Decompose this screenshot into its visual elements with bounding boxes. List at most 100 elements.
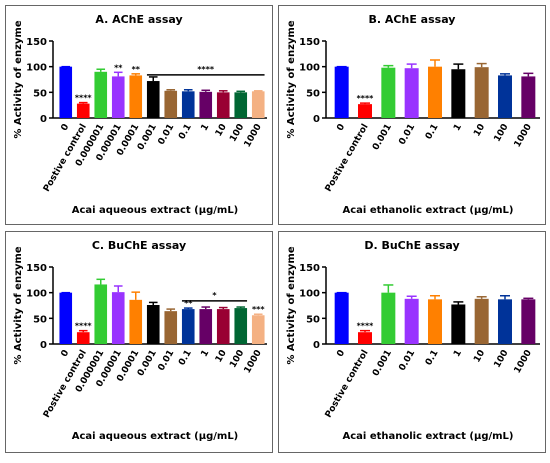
x-tick-label: 10 [472, 349, 487, 365]
chart-title: B. AChE assay [369, 13, 456, 26]
x-tick-label: 100 [493, 123, 511, 144]
chart-title: D. BuChE assay [364, 239, 459, 252]
panel-frame [278, 5, 546, 225]
significance-label: ** [114, 63, 123, 72]
significance-label: **** [357, 94, 375, 103]
x-tick-label: 10 [472, 123, 487, 139]
x-tick-label: 0.1 [424, 123, 441, 142]
bar [381, 67, 396, 118]
y-axis-label: % Activity of enzyme [286, 20, 297, 138]
x-tick-label: 0.1 [177, 123, 194, 142]
bar [428, 299, 442, 344]
bar [181, 309, 195, 344]
x-tick-label: 1 [452, 349, 464, 359]
x-tick-label: 100 [493, 349, 511, 370]
bar [451, 69, 466, 118]
x-tick-label: 1000 [513, 123, 534, 150]
bar [428, 66, 442, 118]
y-tick-label: 50 [306, 88, 320, 99]
y-tick-label: 150 [26, 263, 47, 274]
y-tick-label: 100 [299, 63, 320, 74]
bar [111, 292, 125, 344]
x-tick-label: 0.01 [157, 123, 177, 147]
bar [129, 75, 143, 118]
bar [181, 91, 195, 118]
bar [234, 92, 248, 118]
x-tick-label: 0 [60, 349, 72, 359]
x-tick-label: Postive control [324, 123, 371, 194]
bar [404, 298, 419, 344]
y-tick-label: 150 [299, 37, 320, 48]
x-axis-label: Acai aqueous extract (µg/mL) [72, 205, 239, 216]
y-tick-label: 0 [40, 340, 47, 351]
x-tick-label: 1000 [243, 123, 264, 150]
y-tick-label: 100 [299, 289, 320, 300]
panel-frame [5, 5, 273, 225]
x-axis-label: Acai ethanolic extract (µg/mL) [343, 431, 514, 442]
x-tick-label: 1000 [243, 349, 264, 376]
bar [451, 304, 466, 344]
x-tick-label: 0.01 [397, 349, 417, 373]
bar [521, 299, 536, 344]
bar [216, 92, 230, 118]
x-tick-label: 0.001 [371, 123, 394, 153]
bar [251, 91, 265, 118]
significance-label: *** [252, 305, 265, 314]
bar [358, 104, 372, 118]
y-tick-label: 100 [26, 63, 47, 74]
x-tick-label: 0 [60, 123, 72, 133]
y-tick-label: 50 [33, 314, 47, 325]
x-tick-label: 10 [214, 349, 229, 365]
bar [234, 308, 248, 344]
bar [498, 299, 512, 344]
y-tick-label: 0 [313, 340, 320, 351]
significance-label: **** [75, 94, 93, 103]
significance-label: ** [132, 65, 141, 74]
bar [164, 90, 178, 118]
bar [358, 332, 372, 344]
bar [251, 315, 265, 344]
y-tick-label: 0 [40, 114, 47, 125]
bar [381, 292, 396, 344]
bar [59, 292, 73, 344]
bar [76, 103, 90, 118]
y-axis-label: % Activity of enzyme [13, 20, 24, 138]
bar [146, 81, 160, 118]
panel-frame [278, 231, 546, 453]
x-tick-label: 10 [214, 123, 229, 139]
x-axis-label: Acai aqueous extract (µg/mL) [72, 431, 239, 442]
bar [498, 75, 512, 118]
significance-label: ** [184, 299, 193, 308]
x-tick-label: 0.01 [397, 123, 417, 147]
x-tick-label: 1 [452, 123, 464, 133]
bracket-label: **** [197, 65, 215, 74]
x-tick-label: 1000 [513, 349, 534, 376]
significance-label: **** [75, 322, 93, 331]
bar [521, 76, 536, 118]
x-tick-label: 0.01 [157, 349, 177, 373]
bar [334, 66, 349, 118]
bar [474, 67, 489, 118]
y-axis-label: % Activity of enzyme [13, 246, 24, 364]
y-tick-label: 50 [306, 314, 320, 325]
x-tick-label: Postive control [324, 349, 371, 420]
bar [76, 332, 90, 344]
x-tick-label: 0.001 [371, 349, 394, 379]
bar [334, 292, 349, 344]
bar [146, 304, 160, 344]
bar [216, 309, 230, 344]
bar [129, 299, 143, 344]
x-tick-label: 0 [335, 123, 347, 133]
x-tick-label: 0.1 [424, 349, 441, 368]
x-tick-label: 1 [200, 349, 212, 359]
bar [474, 298, 489, 344]
y-tick-label: 50 [33, 88, 47, 99]
x-axis-label: Acai ethanolic extract (µg/mL) [343, 205, 514, 216]
panel-frame [5, 231, 273, 453]
y-tick-label: 100 [26, 289, 47, 300]
significance-label: **** [357, 322, 375, 331]
bar [404, 68, 419, 118]
chart-title: C. BuChE assay [92, 239, 186, 252]
bar [111, 76, 125, 118]
chart-title: A. AChE assay [95, 13, 182, 26]
